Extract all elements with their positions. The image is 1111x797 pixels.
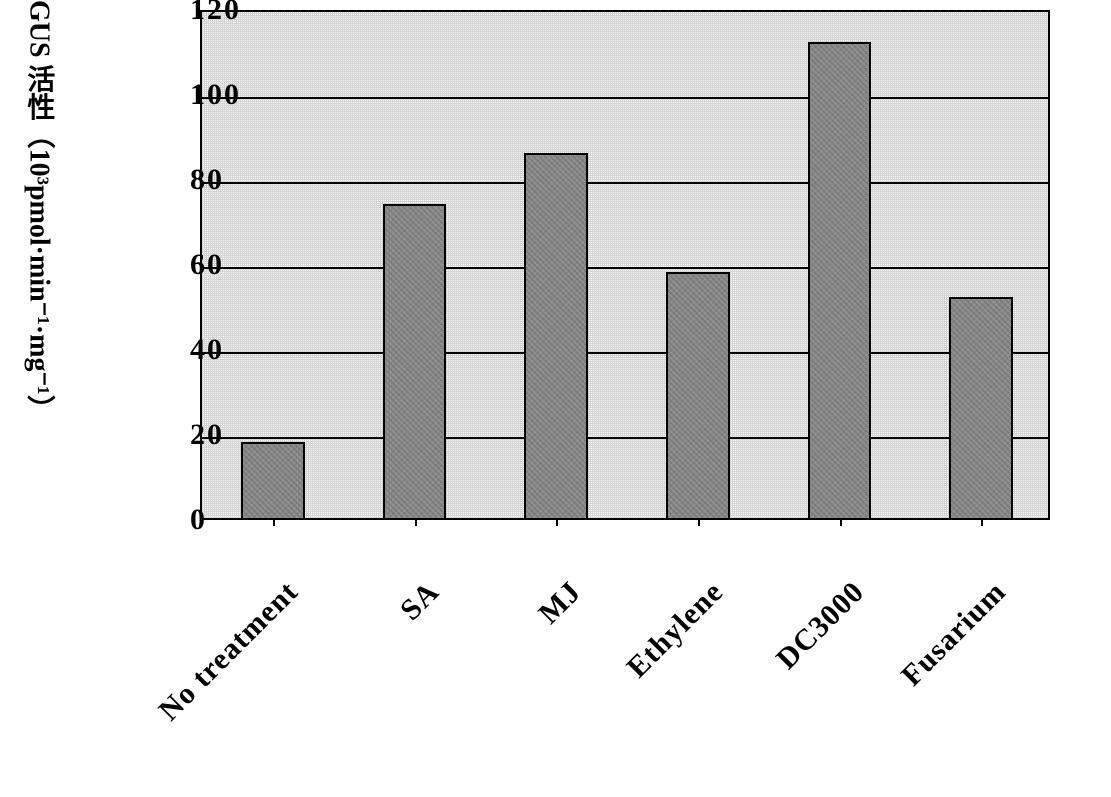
x-tick xyxy=(556,518,558,526)
y-axis-label: GUS 活性（10³pmol·min⁻¹·mg⁻¹） xyxy=(20,0,56,433)
bar xyxy=(949,297,1013,518)
x-tick xyxy=(840,518,842,526)
bar xyxy=(808,42,872,518)
x-axis-labels: No treatmentSAMJEthyleneDC3000Fusarium xyxy=(200,560,1050,780)
bar xyxy=(524,153,588,519)
x-axis-label: DC3000 xyxy=(770,575,871,676)
x-tick xyxy=(415,518,417,526)
x-axis-label: Fusarium xyxy=(895,575,1013,693)
x-axis-label: MJ xyxy=(532,575,588,631)
chart-container: GUS 活性（10³pmol·min⁻¹·mg⁻¹） 0204060801001… xyxy=(30,0,1111,797)
chart-area: 020406080100120 xyxy=(140,10,1050,550)
plot-box xyxy=(200,10,1050,520)
bar xyxy=(241,442,305,519)
x-tick xyxy=(981,518,983,526)
x-axis-label: Ethylene xyxy=(620,575,730,685)
x-tick xyxy=(273,518,275,526)
bars-container xyxy=(202,12,1048,518)
x-axis-label: SA xyxy=(394,575,447,628)
x-tick xyxy=(698,518,700,526)
bar xyxy=(666,272,730,519)
bar xyxy=(383,204,447,519)
x-axis-label: No treatment xyxy=(152,575,305,728)
